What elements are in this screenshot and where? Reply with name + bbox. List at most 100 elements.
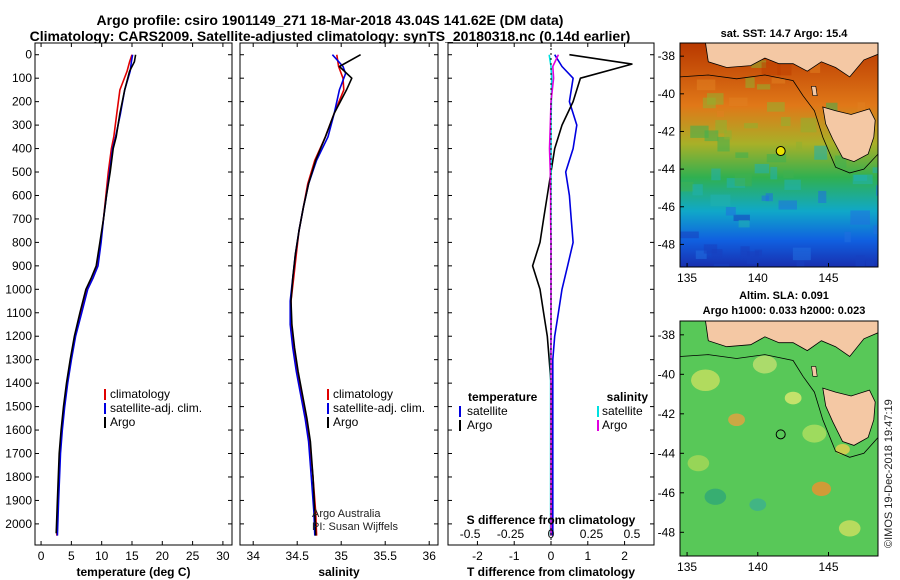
sst-map-title: sat. SST: 14.7 Argo: 15.4 bbox=[721, 28, 849, 40]
secondary-x-tick-label: 0.25 bbox=[580, 527, 604, 541]
sla-map-subtitle: Argo h1000: 0.033 h2000: 0.023 bbox=[703, 305, 866, 317]
sst-pixel-patch bbox=[725, 207, 736, 216]
series-line-temperature-satellite bbox=[551, 54, 578, 536]
sst-pixel-patch bbox=[780, 117, 791, 127]
y-tick-label: 400 bbox=[12, 142, 32, 156]
sst-pixel-patch bbox=[692, 184, 703, 196]
sst-pixel-patch bbox=[784, 179, 801, 190]
depth-contour bbox=[680, 354, 878, 458]
mainland-australia bbox=[705, 43, 878, 78]
sst-pixel-patch bbox=[711, 168, 721, 181]
king-island bbox=[811, 366, 818, 377]
sst-pixel-patch bbox=[783, 170, 794, 178]
sst-pixel-patch bbox=[771, 78, 786, 84]
map-lat-label: -42 bbox=[658, 407, 676, 421]
sst-pixel-patch bbox=[873, 225, 878, 234]
sst-pixel-patch bbox=[852, 174, 873, 185]
difference-panel: -2 -1 0 1 2 T difference from climatology S di… bbox=[447, 42, 655, 579]
sst-pixel-patch bbox=[844, 231, 851, 243]
legend-label: satellite bbox=[467, 404, 508, 418]
sla-anomaly-blob bbox=[749, 498, 767, 511]
sst-pixel-patch bbox=[766, 154, 787, 163]
sst-pixel-patch bbox=[711, 249, 723, 258]
sla-anomaly-blob bbox=[784, 391, 802, 405]
secondary-x-tick-label: -0.25 bbox=[497, 527, 525, 541]
sst-pixel-patch bbox=[724, 130, 732, 140]
sst-pixel-patch bbox=[800, 117, 817, 133]
map-lat-label: -40 bbox=[658, 367, 676, 381]
map-lat-label: -38 bbox=[658, 328, 676, 342]
x-axis-label: salinity bbox=[318, 565, 360, 579]
legend-label: satellite-adj. clim. bbox=[333, 401, 425, 415]
y-tick-label: 2000 bbox=[5, 517, 32, 531]
y-tick-label: 1500 bbox=[5, 400, 32, 414]
x-tick-label: 34.5 bbox=[286, 549, 310, 563]
y-tick-label: 1700 bbox=[5, 447, 32, 461]
tasmania bbox=[822, 387, 876, 446]
sst-pixel-patch bbox=[713, 263, 730, 267]
sst-pixel-patch bbox=[680, 181, 694, 192]
sst-pixel-patch bbox=[850, 210, 870, 225]
chart-title-line-1: Argo profile: csiro 1901149_271 18-Mar-2… bbox=[96, 12, 564, 28]
sst-pixel-patch bbox=[757, 84, 771, 90]
sst-pixel-patch bbox=[740, 246, 750, 259]
sst-pixel-patch bbox=[717, 136, 730, 152]
map-lon-label: 140 bbox=[748, 271, 768, 285]
sst-pixel-patch bbox=[716, 111, 725, 117]
y-tick-label: 1100 bbox=[6, 306, 32, 320]
x-tick-label: 35.5 bbox=[374, 549, 398, 563]
secondary-x-tick-label: -0.5 bbox=[460, 527, 481, 541]
sst-pixel-patch bbox=[754, 249, 763, 257]
sst-pixel-patch bbox=[696, 79, 716, 91]
sst-pixel-patch bbox=[751, 60, 767, 68]
x-tick-label: 30 bbox=[216, 549, 230, 563]
x-tick-label: -2 bbox=[472, 549, 483, 563]
secondary-x-tick-label: 0.5 bbox=[624, 527, 641, 541]
y-tick-label: 700 bbox=[12, 212, 32, 226]
mainland-australia bbox=[705, 321, 878, 358]
x-tick-label: 20 bbox=[156, 549, 170, 563]
series-line-argo bbox=[290, 54, 361, 536]
map-lat-label: -46 bbox=[658, 486, 676, 500]
salinity-frame bbox=[239, 42, 439, 546]
map-lat-label: -40 bbox=[658, 87, 676, 101]
x-tick-label: -1 bbox=[509, 549, 520, 563]
sst-pixel-patch bbox=[814, 145, 828, 160]
sst-map-field bbox=[680, 43, 878, 267]
depth-contour bbox=[680, 74, 878, 174]
king-island bbox=[811, 86, 818, 96]
x-tick-label: 0 bbox=[548, 549, 555, 563]
y-tick-label: 1400 bbox=[5, 376, 32, 390]
sst-pixel-patch bbox=[735, 152, 749, 158]
sla-anomaly-blob bbox=[838, 520, 861, 537]
sst-pixel-patch bbox=[795, 141, 803, 151]
secondary-x-axis-label: S difference from climatology bbox=[467, 513, 636, 527]
sst-map-frame bbox=[679, 42, 879, 268]
map-lon-label: 135 bbox=[677, 560, 697, 574]
copyright-credit: ©IMOS 19-Dec-2018 19:47:19 bbox=[883, 399, 895, 548]
map-lat-label: -44 bbox=[658, 162, 676, 176]
sla-anomaly-blob bbox=[752, 355, 777, 374]
legend-label: Argo bbox=[602, 418, 628, 432]
map-lon-label: 145 bbox=[818, 560, 838, 574]
map-lat-label: -38 bbox=[658, 49, 676, 63]
sst-map: -38 -40 -42 -44 -46 -48 135 140 145 sat. SST: 14.… bbox=[658, 28, 879, 285]
sst-pixel-patch bbox=[695, 250, 707, 259]
y-tick-label: 1300 bbox=[5, 353, 32, 367]
sst-pixel-patch bbox=[734, 174, 752, 187]
sst-pixel-patch bbox=[745, 77, 755, 88]
sst-pixel-patch bbox=[778, 200, 797, 210]
sst-pixel-patch bbox=[754, 163, 770, 174]
sst-pixel-patch bbox=[876, 185, 878, 196]
y-tick-label: 1000 bbox=[5, 282, 32, 296]
sst-pixel-patch bbox=[770, 166, 778, 180]
sst-pixel-patch bbox=[704, 130, 719, 142]
legend-label: satellite-adj. clim. bbox=[110, 401, 202, 415]
y-tick-label: 600 bbox=[12, 188, 32, 202]
sst-pixel-patch bbox=[766, 102, 785, 112]
sst-pixel-patch bbox=[792, 247, 811, 261]
y-tick-label: 200 bbox=[12, 95, 32, 109]
x-tick-label: 0 bbox=[38, 549, 45, 563]
sst-pixel-patch bbox=[857, 102, 866, 116]
